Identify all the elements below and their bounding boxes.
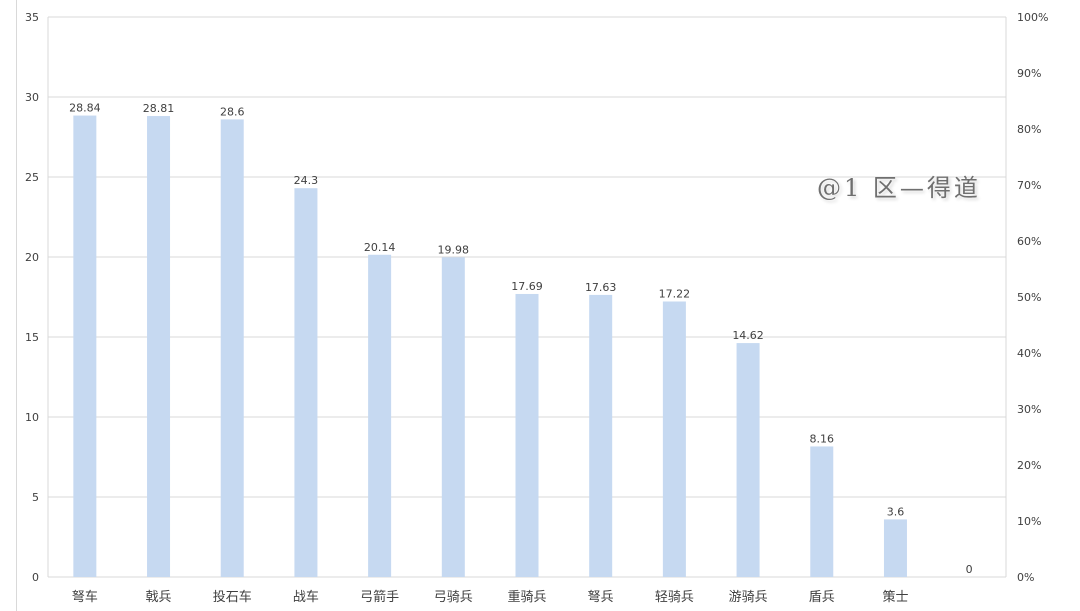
bar-value-label: 17.22 bbox=[659, 287, 691, 300]
bar-value-label: 17.63 bbox=[585, 281, 617, 294]
bar bbox=[736, 343, 760, 577]
bar-value-label: 17.69 bbox=[511, 280, 543, 293]
bar bbox=[294, 188, 318, 577]
y2-tick-label: 0% bbox=[1017, 571, 1034, 584]
bar bbox=[368, 254, 392, 577]
bar-value-label: 28.84 bbox=[69, 102, 101, 115]
bar bbox=[515, 293, 539, 577]
y-tick-label: 25 bbox=[25, 171, 39, 184]
y2-tick-label: 30% bbox=[1017, 403, 1041, 416]
y2-tick-label: 40% bbox=[1017, 347, 1041, 360]
bar bbox=[73, 115, 97, 577]
x-tick-label: 弓骑兵 bbox=[434, 590, 473, 605]
bar-chart: 0 5 10 15 20 25 30 35 0% 10% 20% 30% 40% 50% 60% 70% 80%… bbox=[25, 11, 1048, 605]
x-tick-label: 游骑兵 bbox=[729, 590, 768, 605]
y-tick-label: 5 bbox=[32, 491, 39, 504]
y2-tick-label: 80% bbox=[1017, 123, 1041, 136]
bar-value-label: 3.6 bbox=[887, 505, 905, 518]
x-tick-label: 弩车 bbox=[72, 589, 98, 605]
x-tick-label: 策士 bbox=[882, 589, 908, 605]
y-tick-label: 30 bbox=[25, 91, 39, 104]
bar-value-label: 28.81 bbox=[143, 102, 175, 115]
bar-value-label: 0 bbox=[966, 563, 973, 576]
x-tick-label: 盾兵 bbox=[809, 590, 835, 605]
bar bbox=[589, 294, 613, 577]
y2-tick-label: 10% bbox=[1017, 515, 1041, 528]
y-tick-label: 20 bbox=[25, 251, 39, 264]
bar-value-label: 24.3 bbox=[294, 174, 319, 187]
y2-tick-label: 60% bbox=[1017, 235, 1041, 248]
bar-value-label: 19.98 bbox=[438, 243, 470, 256]
bar bbox=[220, 119, 244, 578]
chart-frame: 0 5 10 15 20 25 30 35 0% 10% 20% 30% 40% 50% 60% 70% 80%… bbox=[16, 0, 1080, 611]
bar bbox=[662, 301, 686, 577]
y2-tick-label: 90% bbox=[1017, 67, 1041, 80]
y-tick-label: 15 bbox=[25, 331, 39, 344]
y2-tick-label: 100% bbox=[1017, 11, 1048, 24]
y-tick-label: 35 bbox=[25, 11, 39, 24]
bar bbox=[441, 257, 465, 577]
x-tick-label: 弩兵 bbox=[588, 590, 614, 605]
bar-value-label: 8.16 bbox=[810, 432, 835, 445]
x-tick-label: 弓箭手 bbox=[360, 589, 399, 605]
x-tick-label: 重骑兵 bbox=[507, 589, 546, 605]
x-tick-label: 轻骑兵 bbox=[655, 590, 694, 605]
x-tick-label: 战车 bbox=[293, 589, 319, 605]
bar bbox=[883, 519, 907, 577]
y2-tick-label: 70% bbox=[1017, 179, 1041, 192]
bar bbox=[147, 116, 171, 577]
watermark: @1 区—得道 bbox=[817, 174, 981, 202]
bar-value-label: 20.14 bbox=[364, 241, 396, 254]
bar bbox=[810, 446, 834, 577]
bar-value-label: 28.6 bbox=[220, 105, 245, 118]
x-tick-label: 投石车 bbox=[213, 589, 252, 605]
y-tick-label: 0 bbox=[32, 571, 39, 584]
y-tick-label: 10 bbox=[25, 411, 39, 424]
y2-tick-label: 50% bbox=[1017, 291, 1041, 304]
bar-value-label: 14.62 bbox=[732, 329, 764, 342]
x-tick-label: 戟兵 bbox=[146, 590, 172, 605]
y2-tick-label: 20% bbox=[1017, 459, 1041, 472]
